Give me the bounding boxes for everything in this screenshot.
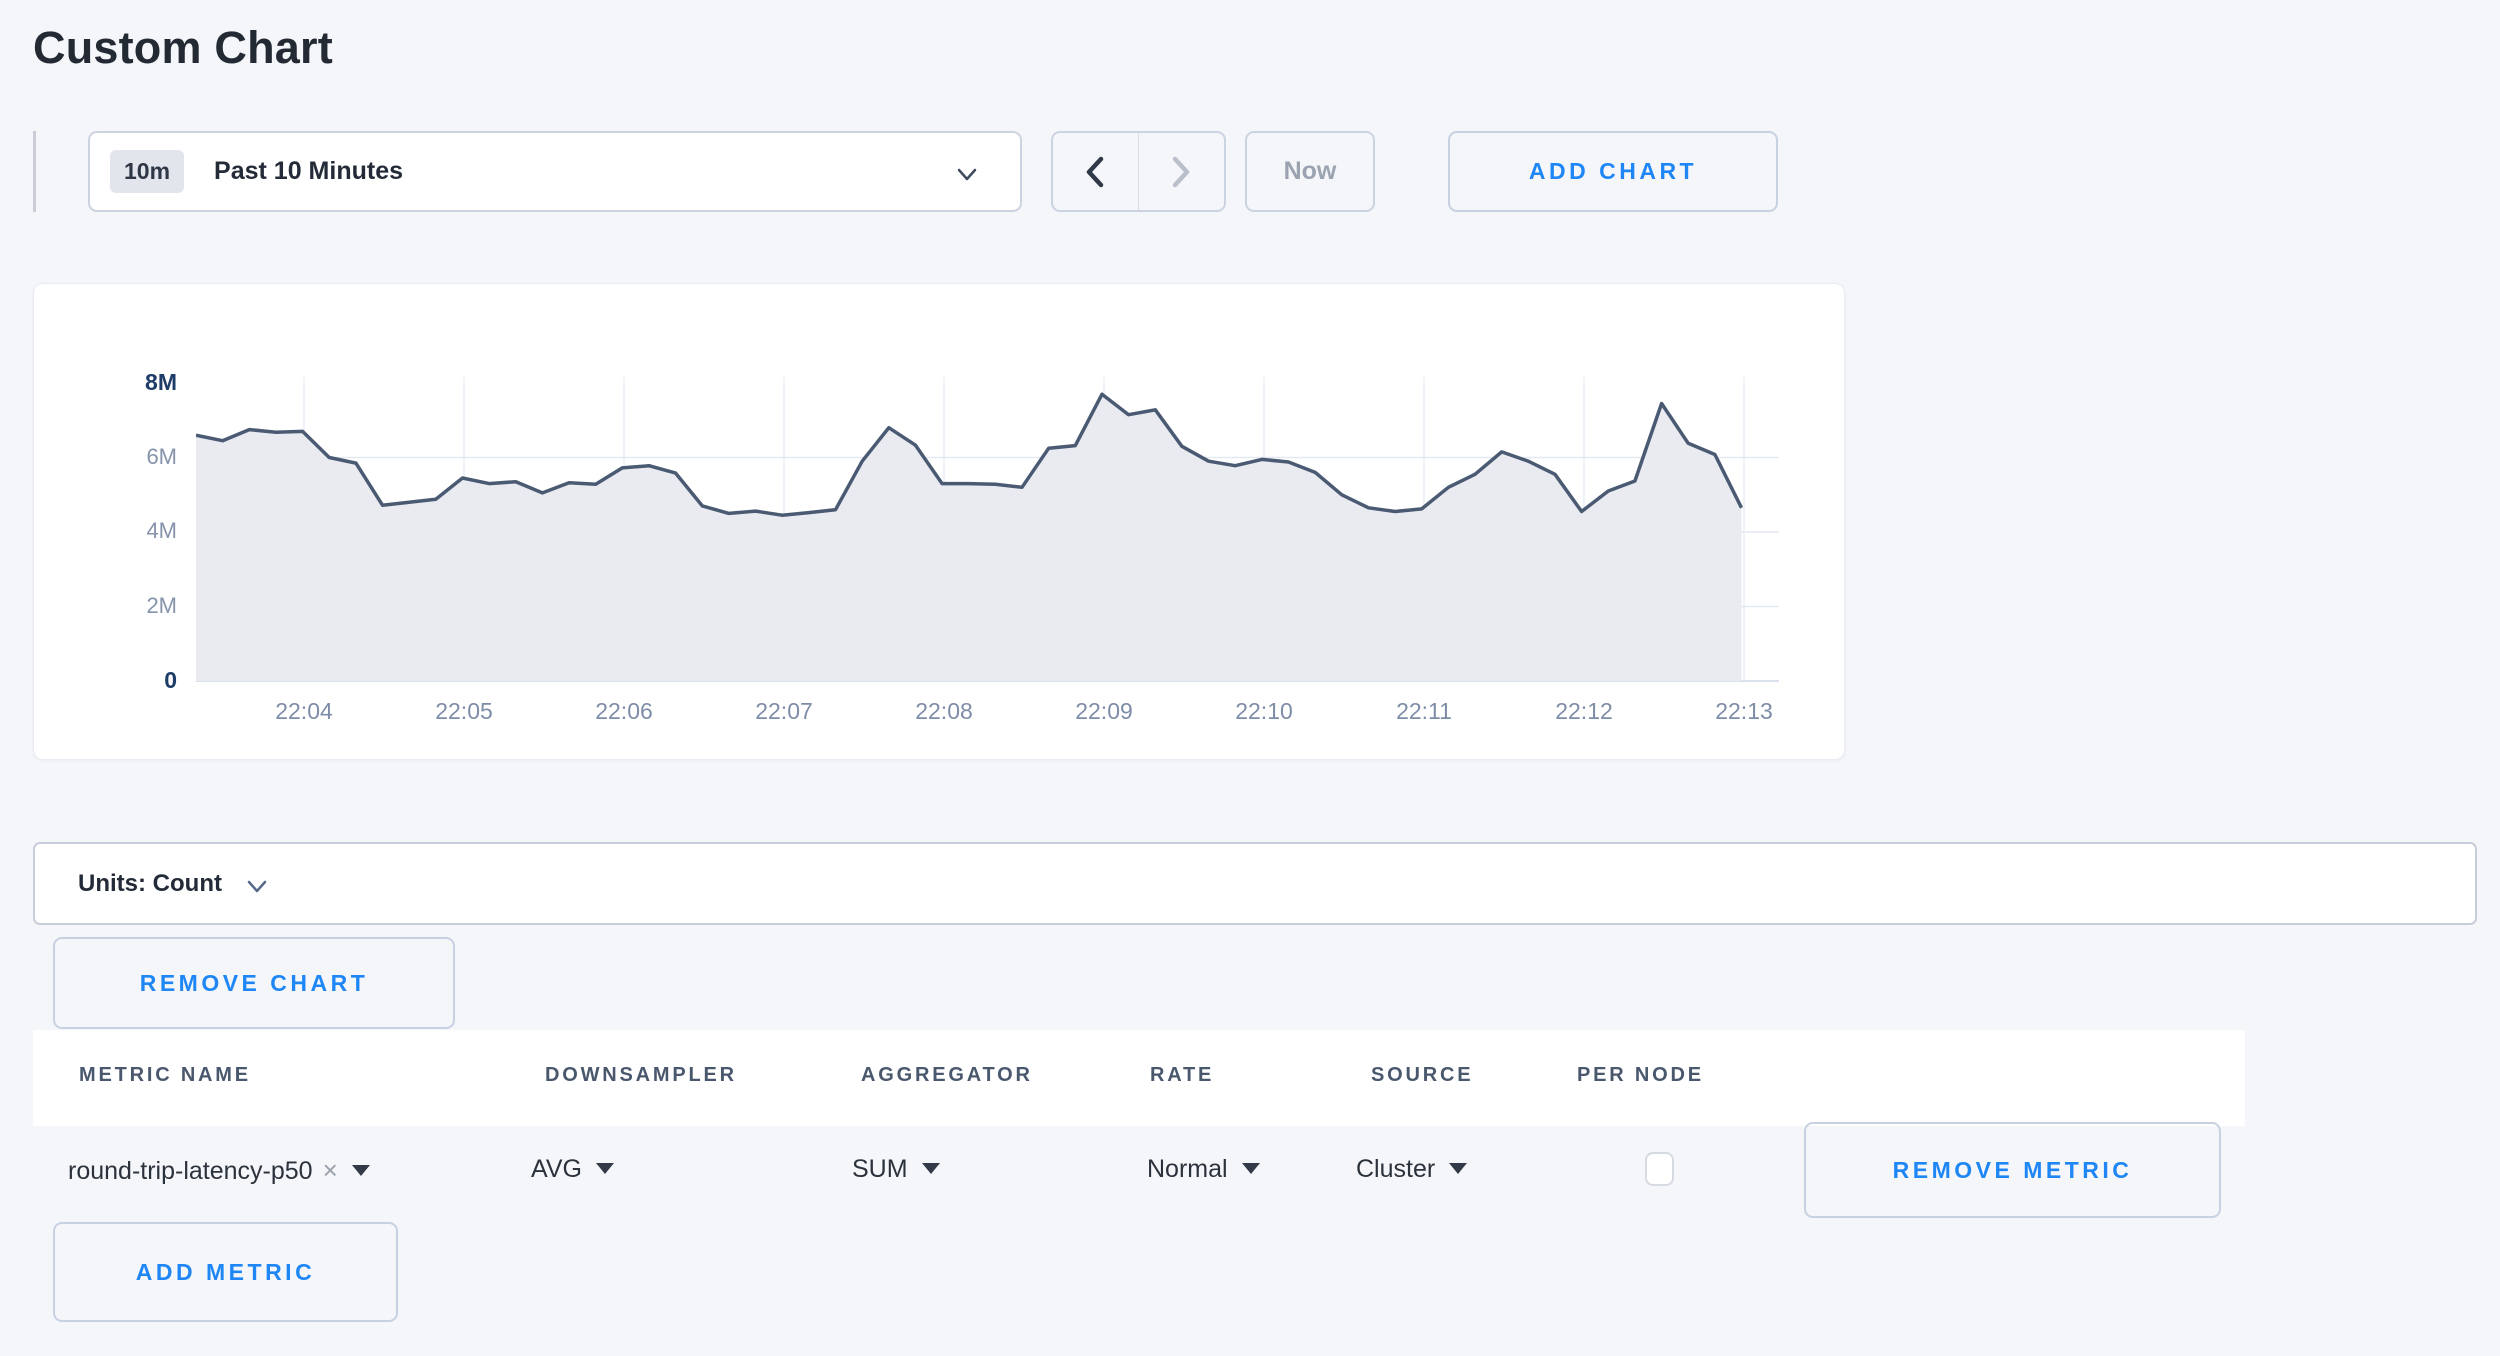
toolbar-left-accent (33, 131, 36, 212)
prev-time-button[interactable] (1053, 133, 1139, 210)
caret-down-icon (1241, 1163, 1260, 1175)
y-axis-tick: 0 (164, 667, 177, 693)
metric-name-dropdown[interactable]: round-trip-latency-p50 × (68, 1155, 370, 1186)
remove-tag-icon[interactable]: × (322, 1155, 338, 1185)
x-axis-tick: 22:06 (595, 698, 653, 724)
downsampler-dropdown[interactable]: AVG (531, 1155, 614, 1184)
time-range-label: Past 10 Minutes (214, 157, 403, 185)
metrics-table-header: METRIC NAME DOWNSAMPLER AGGREGATOR RATE SOUR… (33, 1030, 2245, 1126)
now-button[interactable]: Now (1245, 131, 1375, 212)
x-axis-tick: 22:10 (1235, 698, 1293, 724)
remove-metric-button[interactable]: REMOVE METRIC (1804, 1122, 2221, 1218)
caret-down-icon (351, 1165, 370, 1177)
table-header: SOURCE (1371, 1064, 1474, 1086)
chart-card: 0 2M 4M 6M 8M 22:04 22:05 22:06 22:07 22:08 22:09… (33, 283, 1845, 760)
rate-value: Normal (1147, 1155, 1228, 1183)
table-header: PER NODE (1577, 1064, 1704, 1086)
table-header: DOWNSAMPLER (545, 1064, 737, 1086)
remove-chart-button[interactable]: REMOVE CHART (53, 937, 455, 1029)
table-header: AGGREGATOR (861, 1064, 1033, 1086)
x-axis-tick: 22:04 (275, 698, 333, 724)
source-dropdown[interactable]: Cluster (1356, 1155, 1468, 1184)
units-dropdown[interactable]: Units: Count (33, 842, 2477, 925)
per-node-checkbox[interactable] (1645, 1152, 1674, 1186)
source-value: Cluster (1356, 1155, 1436, 1183)
x-axis-tick: 22:08 (915, 698, 973, 724)
rate-dropdown[interactable]: Normal (1147, 1155, 1260, 1184)
add-chart-button[interactable]: ADD CHART (1448, 131, 1778, 212)
area-chart (196, 377, 1779, 682)
table-header: METRIC NAME (79, 1064, 251, 1086)
x-axis-tick: 22:12 (1555, 698, 1613, 724)
chevron-left-icon (1087, 156, 1104, 187)
units-label: Units: Count (78, 869, 222, 897)
chevron-right-icon (1173, 156, 1190, 187)
time-range-dropdown[interactable]: 10m Past 10 Minutes (88, 131, 1022, 212)
downsampler-value: AVG (531, 1155, 582, 1183)
chevron-down-icon (247, 880, 267, 892)
y-axis-tick: 2M (146, 592, 177, 618)
next-time-button[interactable] (1139, 133, 1225, 210)
caret-down-icon (1449, 1163, 1468, 1175)
time-range-badge: 10m (110, 150, 185, 193)
x-axis-tick: 22:09 (1075, 698, 1133, 724)
page-title: Custom Chart (33, 22, 333, 73)
table-header: RATE (1150, 1064, 1215, 1086)
y-axis-tick: 8M (145, 369, 177, 395)
aggregator-value: SUM (852, 1155, 908, 1183)
caret-down-icon (921, 1163, 940, 1175)
x-axis-tick: 22:05 (435, 698, 493, 724)
y-axis-tick: 4M (146, 518, 177, 543)
y-axis-tick: 6M (146, 443, 177, 469)
x-axis-tick: 22:11 (1396, 698, 1452, 724)
time-step-arrows (1051, 131, 1226, 212)
chevron-down-icon (957, 168, 977, 181)
aggregator-dropdown[interactable]: SUM (852, 1155, 940, 1184)
x-axis-tick: 22:13 (1715, 698, 1773, 724)
add-metric-button[interactable]: ADD METRIC (53, 1222, 398, 1322)
metric-name-value: round-trip-latency-p50 (68, 1157, 313, 1185)
x-axis-tick: 22:07 (755, 698, 813, 724)
caret-down-icon (595, 1163, 614, 1175)
